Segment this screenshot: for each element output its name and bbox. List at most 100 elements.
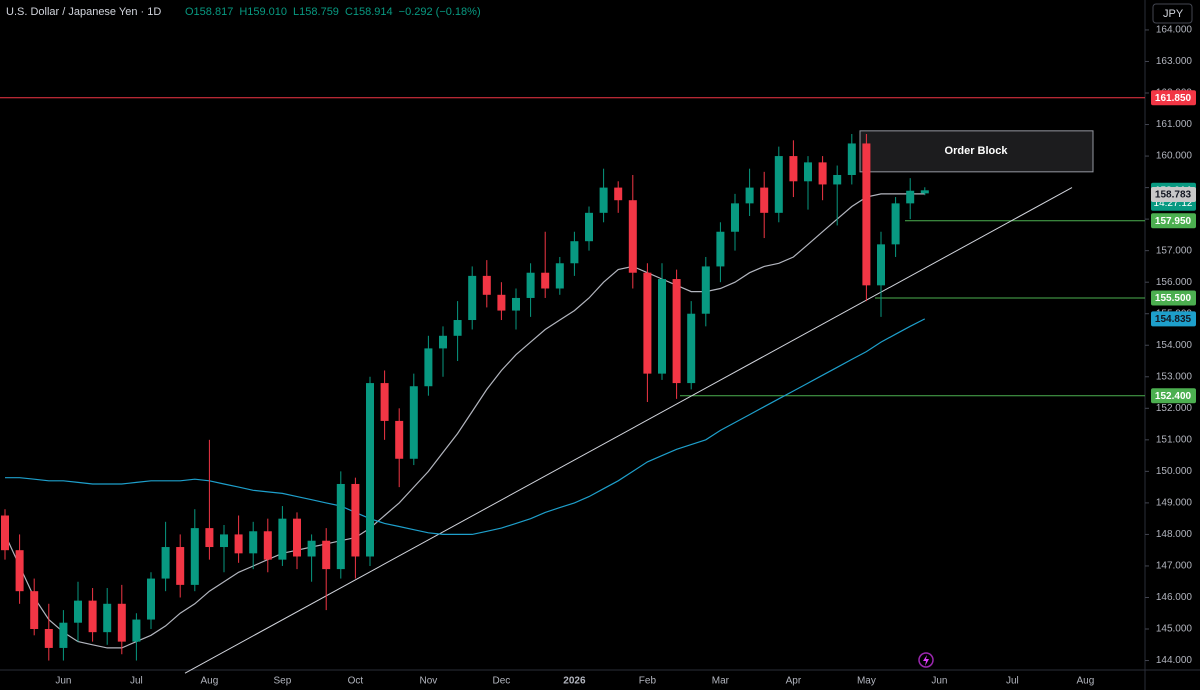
x-tick-label: Oct: [348, 676, 364, 687]
moving-average: [4, 193, 925, 649]
candle-body: [205, 528, 214, 548]
price-label-box: [1151, 186, 1196, 202]
y-tick-label: 161.000: [1156, 119, 1193, 130]
candle-body: [278, 518, 287, 560]
candle-body: [541, 272, 550, 289]
candle-body: [628, 200, 637, 273]
x-tick-label: Jun: [931, 676, 947, 687]
candle-body: [891, 203, 900, 245]
candle-body: [117, 603, 126, 642]
candle-body: [468, 275, 477, 321]
price-label-box: [1151, 213, 1196, 229]
ohlc-value: C158.914: [345, 6, 393, 18]
candle-body: [30, 591, 39, 630]
candle-body: [789, 156, 798, 182]
candle-body: [745, 187, 754, 204]
x-tick-label: Aug: [201, 676, 219, 687]
moving-average: [5, 318, 926, 535]
candle-body: [862, 143, 871, 286]
price-label: 155.500: [1155, 293, 1192, 304]
y-tick-label: 149.000: [1156, 498, 1193, 509]
candle-body: [716, 231, 725, 267]
order-block-label: Order Block: [945, 145, 1009, 157]
candle-body: [658, 279, 666, 374]
ohlc-value: H159.010: [239, 6, 287, 18]
candle-body: [336, 483, 345, 570]
candle-body: [409, 386, 418, 459]
y-tick-label: 144.000: [1156, 655, 1193, 666]
candle-body: [307, 540, 316, 557]
price-label: 158.783: [1155, 190, 1192, 201]
y-tick-label: 156.000: [1156, 277, 1193, 288]
candle-body: [672, 279, 681, 384]
countdown: 14:27:12: [1154, 198, 1193, 209]
y-tick-label: 151.000: [1156, 434, 1193, 445]
candle-body: [599, 187, 608, 213]
x-tick-label: 2026: [563, 676, 586, 687]
candle-body: [220, 534, 228, 548]
y-tick-label: 154.000: [1156, 340, 1193, 351]
candle-body: [424, 348, 433, 387]
order-block: [859, 130, 1094, 173]
candle-body: [687, 313, 696, 384]
price-label: 154.835: [1155, 314, 1192, 325]
price-label: 157.950: [1155, 216, 1192, 227]
y-tick-label: 157.000: [1156, 245, 1193, 256]
candle-body: [526, 272, 535, 298]
currency[interactable]: JPY: [1163, 8, 1184, 20]
candle-body: [774, 156, 783, 213]
candle-body: [877, 244, 885, 286]
price-label-box: [1151, 90, 1196, 106]
candle-body: [263, 531, 272, 560]
x-tick-label: Mar: [712, 676, 730, 687]
x-tick-label: Nov: [420, 676, 438, 687]
trendline: [184, 187, 1073, 674]
candle-body: [322, 540, 331, 570]
price-label-box: [1151, 290, 1196, 306]
candle-body: [439, 335, 447, 349]
candle-body: [88, 600, 97, 633]
price-label-box: [1151, 311, 1196, 327]
candle-body: [176, 547, 185, 585]
y-tick-label: 150.000: [1156, 466, 1193, 477]
candle-body: [643, 272, 652, 374]
candle-body: [366, 383, 374, 557]
y-tick-label: 147.000: [1156, 561, 1193, 572]
ohlc-value: O158.817: [185, 6, 233, 18]
y-tick-label: 153.000: [1156, 371, 1193, 382]
candle-body: [190, 528, 199, 585]
candle-body: [132, 619, 141, 642]
candle-body: [74, 600, 82, 623]
y-tick-label: 160.000: [1156, 151, 1193, 162]
candle-body: [804, 162, 812, 182]
x-tick-label: Jun: [55, 676, 71, 687]
candle-body: [731, 203, 739, 232]
y-tick-label: 145.000: [1156, 624, 1193, 635]
candle-body: [847, 143, 856, 175]
candle-body: [395, 420, 404, 459]
currency-button[interactable]: [1152, 3, 1193, 24]
candle-body: [482, 275, 491, 295]
ohlc-value: −0.292 (−0.18%): [399, 6, 481, 18]
candle-body: [44, 629, 53, 648]
candle-body: [512, 297, 520, 311]
price-label-box: [1151, 388, 1196, 404]
y-tick-label: 164.000: [1156, 25, 1193, 36]
candle-body: [293, 518, 301, 557]
y-tick-label: 148.000: [1156, 529, 1193, 540]
alert-bolt: [923, 655, 929, 666]
candle-body: [147, 578, 155, 620]
candle-body: [103, 603, 112, 633]
candle-body: [760, 187, 769, 213]
y-tick-label: 152.000: [1156, 403, 1193, 414]
candle-body: [234, 534, 243, 554]
x-tick-label: Jul: [130, 676, 143, 687]
x-tick-label: Dec: [493, 676, 511, 687]
x-tick-label: Aug: [1077, 676, 1095, 687]
candle-body: [1, 515, 9, 551]
candle-body: [497, 294, 506, 311]
alert-icon[interactable]: [918, 652, 934, 668]
